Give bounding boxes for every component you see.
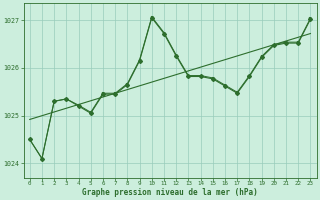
X-axis label: Graphe pression niveau de la mer (hPa): Graphe pression niveau de la mer (hPa) [82, 188, 258, 197]
